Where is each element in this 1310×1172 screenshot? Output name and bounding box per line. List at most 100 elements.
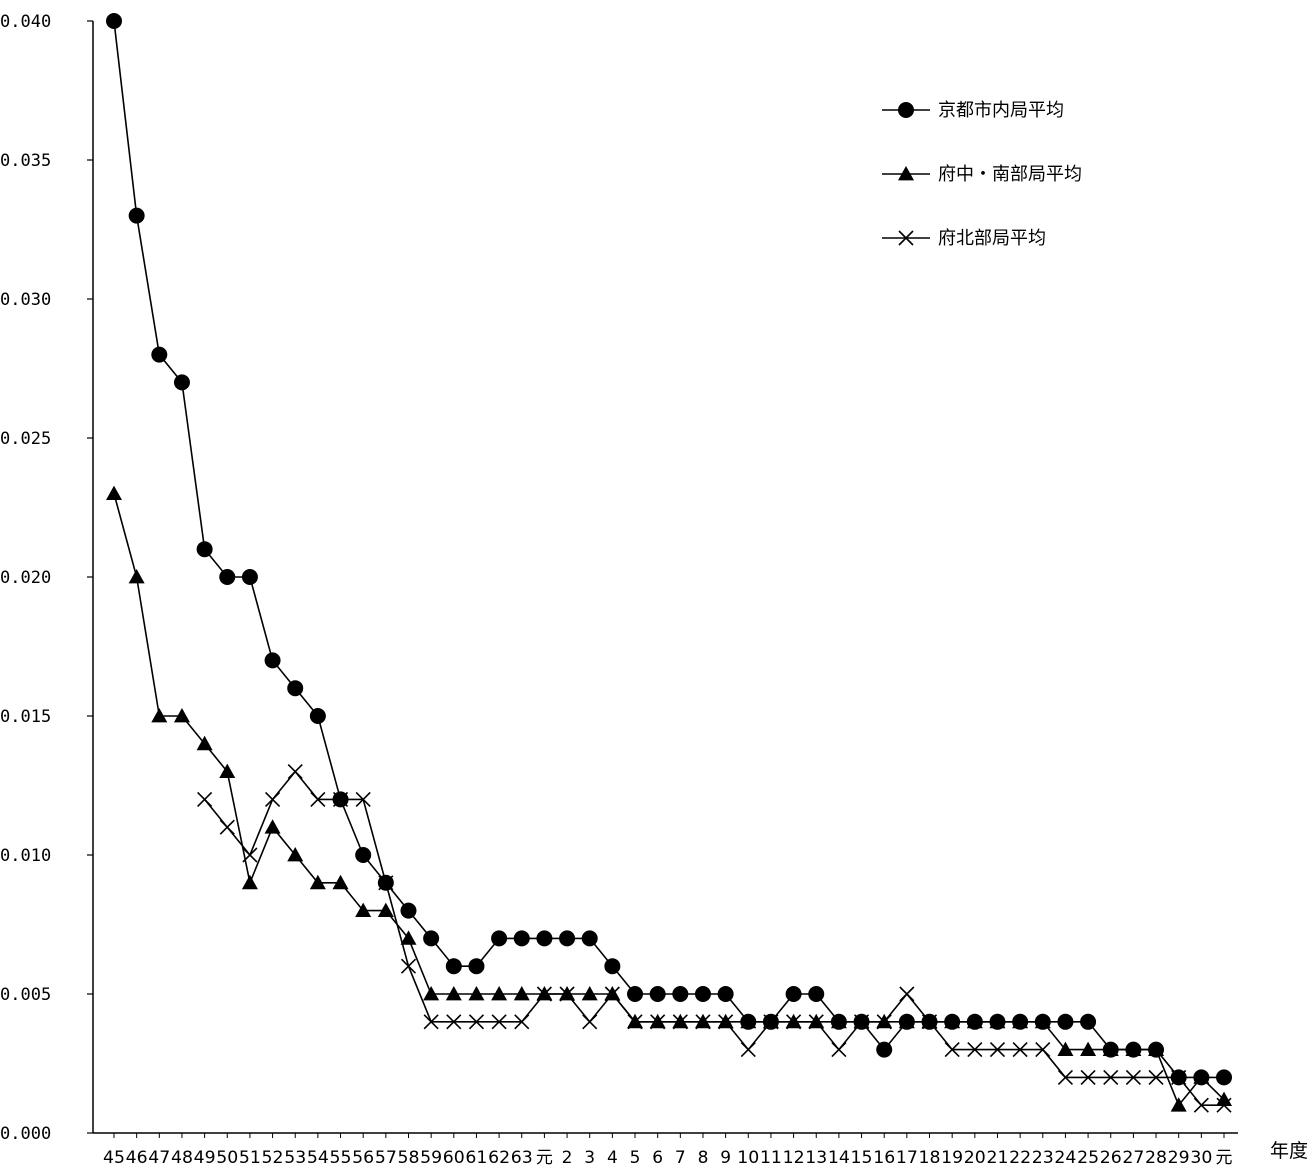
x-tick-label: 58: [397, 1148, 419, 1168]
x-tick-label: 8: [698, 1148, 709, 1168]
x-tick-label: 2: [562, 1148, 573, 1168]
y-tick-label: 0.010: [0, 846, 51, 866]
data-point: [1103, 1069, 1119, 1085]
data-point: [241, 569, 258, 585]
data-point: [944, 1042, 960, 1058]
x-tick-label: 3: [584, 1148, 595, 1168]
x-tick-label: 47: [148, 1148, 170, 1168]
x-tick-label: 53: [284, 1148, 306, 1168]
data-point: [219, 819, 235, 835]
data-point: [830, 1013, 847, 1030]
data-point: [265, 791, 281, 807]
data-point: [876, 1041, 893, 1058]
series-layer: [106, 13, 1232, 1113]
x-tick-label: 57: [375, 1148, 397, 1168]
data-point: [536, 986, 553, 1001]
series-line: [113, 493, 1225, 1107]
data-point: [1012, 1042, 1028, 1058]
data-point: [196, 541, 213, 558]
data-point: [491, 1014, 507, 1030]
x-tick-label: 10: [737, 1148, 759, 1168]
data-point: [445, 986, 462, 1001]
x-tick-label: 元: [1216, 1148, 1233, 1168]
data-point: [853, 1013, 870, 1030]
x-axis-title: 年度: [1270, 1140, 1308, 1162]
y-tick-label: 0.005: [0, 985, 51, 1005]
x-tick-label: 63: [511, 1148, 533, 1168]
x-tick-label: 24: [1054, 1148, 1076, 1168]
x-tick-label: 56: [352, 1148, 374, 1168]
data-point: [876, 1013, 893, 1029]
data-point: [355, 902, 372, 917]
data-point: [1193, 1069, 1210, 1086]
data-point: [898, 1013, 915, 1030]
y-tick-label: 0.000: [0, 1124, 51, 1144]
data-point: [1080, 1069, 1096, 1085]
data-point: [513, 986, 530, 1001]
series-circle: [106, 13, 1232, 1086]
data-point: [989, 1042, 1006, 1058]
data-point: [468, 1014, 485, 1030]
data-point: [944, 1013, 961, 1030]
data-point: [581, 930, 598, 947]
x-tick-label: 45: [103, 1148, 125, 1168]
x-tick-label: 19: [941, 1148, 963, 1168]
data-point: [287, 847, 304, 862]
data-point: [309, 708, 326, 724]
data-point: [559, 930, 576, 947]
data-point: [445, 958, 462, 975]
data-point: [355, 791, 371, 807]
data-point: [740, 1013, 757, 1030]
legend-marker: [898, 230, 914, 246]
data-point: [332, 791, 349, 808]
x-tick-label: 51: [239, 1148, 261, 1168]
x-tick-label: 11: [760, 1148, 782, 1168]
data-point: [400, 930, 417, 945]
data-point: [106, 485, 122, 500]
x-tick-label: 27: [1122, 1148, 1144, 1168]
data-point: [1102, 1041, 1119, 1058]
data-point: [649, 986, 666, 1002]
data-point: [513, 930, 530, 947]
data-point: [310, 791, 326, 807]
data-point: [1057, 1069, 1073, 1085]
data-point: [468, 958, 485, 975]
legend-item: 府北部局平均: [882, 228, 1046, 249]
x-tick-label: 15: [851, 1148, 873, 1168]
y-tick-label: 0.020: [0, 568, 51, 588]
data-point: [808, 1013, 825, 1029]
data-point: [491, 986, 508, 1001]
data-point: [967, 1042, 983, 1058]
x-tick-label: 9: [720, 1148, 731, 1168]
y-tick-label: 0.025: [0, 429, 51, 449]
data-point: [491, 930, 508, 947]
x-tick-label: 26: [1100, 1148, 1122, 1168]
x-tick-label: 28: [1145, 1148, 1167, 1168]
data-point: [1148, 1041, 1165, 1058]
data-point: [1148, 1069, 1164, 1085]
x-tick-label: 18: [919, 1148, 941, 1168]
x-tick-label: 4: [607, 1148, 618, 1168]
y-axis: 0.000 0.005 0.010 0.015 0.020 0.025 0.030 0.035…: [0, 12, 94, 1144]
data-point: [219, 569, 236, 585]
data-point: [1057, 1013, 1074, 1030]
data-point: [717, 1013, 734, 1029]
data-point: [1080, 1013, 1097, 1030]
data-point: [1216, 1091, 1232, 1107]
data-point: [423, 1014, 439, 1030]
x-tick-label: 16: [873, 1148, 895, 1168]
data-point: [899, 986, 915, 1002]
y-tick-label: 0.030: [0, 290, 51, 310]
x-tick-label: 22: [1009, 1148, 1031, 1168]
data-point: [151, 346, 168, 363]
y-tick-label: 0.035: [0, 151, 51, 171]
legend-label: 京都市内局平均: [938, 100, 1064, 121]
y-tick-label: 0.015: [0, 707, 51, 727]
data-point: [1034, 1013, 1051, 1030]
data-point: [173, 708, 190, 723]
x-tick-label: 61: [465, 1148, 487, 1168]
data-point: [604, 986, 621, 1001]
data-point: [423, 986, 440, 1001]
data-point: [173, 374, 190, 391]
